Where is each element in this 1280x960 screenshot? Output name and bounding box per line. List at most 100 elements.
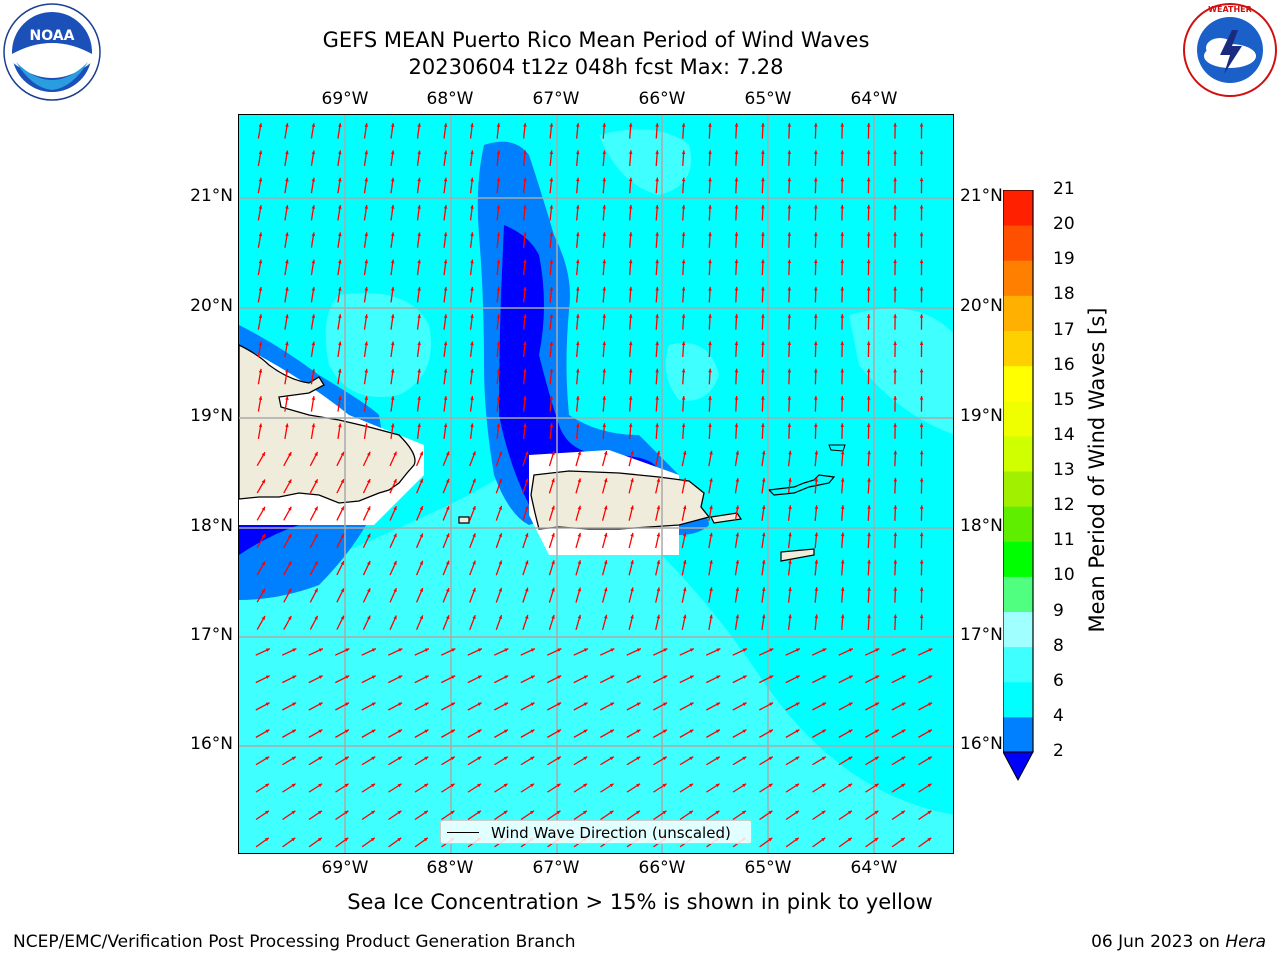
wind-wave-arrowhead — [424, 702, 429, 706]
wind-wave-arrowhead — [919, 505, 924, 509]
wind-wave-arrowhead — [317, 837, 322, 842]
wind-wave-arrowhead — [795, 729, 800, 734]
colorbar-tick-label: 2 — [1053, 741, 1064, 761]
wind-wave-arrowhead — [794, 810, 799, 815]
wind-wave-arrowhead — [311, 314, 316, 319]
lon-label-bottom: 65°W — [744, 858, 792, 878]
wind-wave-arrowhead — [338, 150, 342, 155]
wind-wave-arrowhead — [265, 675, 270, 679]
wind-wave-arrowhead — [741, 810, 746, 815]
wind-wave-arrowhead — [470, 368, 474, 373]
wind-wave-arrowhead — [311, 177, 316, 182]
wind-wave-arrowhead — [450, 810, 455, 815]
wind-wave-arrowhead — [866, 204, 871, 209]
wind-wave-arrowhead — [551, 478, 555, 483]
nws-logo: WEATHER — [1180, 0, 1280, 104]
colorbar-tick-label: 14 — [1053, 424, 1075, 445]
wind-wave-arrowhead — [583, 783, 588, 788]
wind-wave-arrowhead — [390, 123, 395, 127]
wind-wave-arrowhead — [318, 783, 323, 788]
wind-wave-arrowhead — [919, 341, 924, 345]
lon-label-bottom: 66°W — [638, 858, 686, 878]
wind-wave-arrowhead — [549, 232, 554, 236]
wind-wave-arrowhead — [840, 423, 845, 427]
period-band-6-8 — [665, 343, 719, 401]
wind-wave-arrowhead — [470, 232, 474, 237]
wind-wave-arrowhead — [875, 675, 880, 679]
wind-wave-arrowhead — [443, 177, 448, 182]
wind-wave-arrowhead — [577, 587, 582, 592]
wind-wave-arrowhead — [761, 314, 765, 318]
noaa-logo: NOAA — [2, 2, 102, 106]
wind-wave-arrowhead — [840, 532, 845, 537]
wind-wave-arrowhead — [575, 177, 580, 182]
wind-wave-arrowhead — [557, 702, 562, 706]
wind-wave-arrowhead — [840, 450, 845, 455]
legend-line-swatch — [447, 832, 479, 833]
wind-wave-arrowhead — [523, 286, 527, 291]
wind-wave-arrowhead — [524, 451, 529, 456]
wind-wave-arrowhead — [496, 368, 501, 373]
wind-wave-arrowhead — [371, 675, 376, 679]
wind-wave-arrowhead — [450, 783, 455, 788]
wind-wave-arrowhead — [768, 729, 773, 734]
wind-wave-arrowhead — [285, 232, 289, 237]
wind-wave-arrowhead — [390, 286, 395, 291]
wind-wave-arrowhead — [919, 204, 924, 209]
land-puerto-rico — [530, 470, 711, 530]
lat-label-left: 16°N — [190, 734, 233, 754]
wind-wave-arrowhead — [311, 259, 316, 264]
wind-wave-arrowhead — [264, 837, 269, 842]
wind-wave-arrowhead — [338, 123, 342, 127]
wind-wave-arrowhead — [734, 396, 739, 400]
wind-wave-arrowhead — [417, 286, 421, 291]
wind-wave-arrowhead — [628, 286, 633, 291]
wind-wave-arrowhead — [628, 314, 633, 318]
wind-wave-arrowhead — [398, 702, 403, 706]
wind-wave-arrowhead — [258, 368, 263, 373]
wind-wave-arrowhead — [530, 648, 535, 652]
wind-wave-arrowhead — [630, 478, 634, 483]
wind-wave-arrowhead — [655, 286, 659, 291]
wind-wave-arrowhead — [681, 314, 686, 318]
wind-wave-arrowhead — [603, 532, 608, 537]
wind-wave-arrowhead — [264, 810, 269, 815]
wind-wave-arrowhead — [371, 702, 376, 706]
wind-wave-arrowhead — [265, 648, 270, 652]
wind-wave-arrowhead — [814, 587, 819, 591]
wind-wave-arrowhead — [498, 560, 503, 565]
wind-wave-arrowhead — [610, 702, 615, 706]
wind-wave-arrowhead — [292, 675, 297, 679]
wind-wave-arrowhead — [681, 259, 686, 264]
wind-wave-arrowhead — [261, 506, 265, 511]
wind-wave-arrowhead — [287, 615, 292, 620]
wind-wave-arrowhead — [498, 533, 503, 538]
wind-wave-arrowhead — [602, 341, 607, 346]
wind-wave-arrowhead — [575, 314, 580, 318]
wind-wave-arrowhead — [285, 286, 289, 291]
wind-wave-arrowhead — [577, 614, 582, 619]
wind-wave-arrowhead — [603, 478, 608, 483]
wind-wave-arrowhead — [628, 232, 633, 236]
wind-wave-arrowhead — [390, 205, 395, 209]
wind-wave-arrowhead — [311, 396, 316, 400]
wind-wave-arrowhead — [291, 756, 296, 761]
wind-wave-arrowhead — [681, 204, 686, 209]
wind-wave-arrowhead — [628, 423, 633, 428]
wind-wave-arrowhead — [788, 477, 792, 482]
wind-wave-arrowhead — [662, 756, 667, 761]
wind-wave-arrowhead — [840, 614, 845, 619]
wind-wave-arrowhead — [709, 587, 713, 592]
wind-wave-arrowhead — [689, 783, 694, 788]
wind-wave-arrowhead — [523, 259, 527, 264]
wind-wave-arrowhead — [366, 560, 371, 565]
wind-wave-arrowhead — [893, 423, 897, 427]
wind-wave-arrowhead — [530, 729, 535, 734]
wind-wave-arrowhead — [583, 702, 588, 706]
wind-wave-arrowhead — [848, 729, 853, 734]
wind-wave-arrowhead — [311, 123, 316, 127]
wind-wave-arrowhead — [761, 587, 766, 592]
wind-wave-arrowhead — [787, 314, 792, 318]
wind-wave-arrowhead — [795, 756, 800, 761]
wind-wave-arrowhead — [893, 177, 897, 182]
